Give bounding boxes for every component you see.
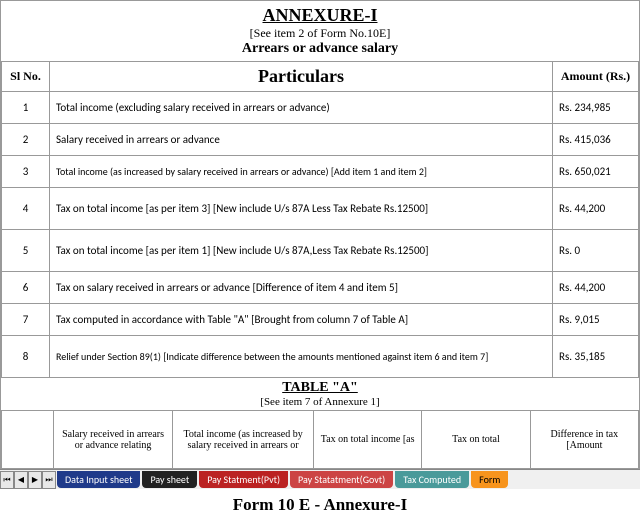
col-particulars: Particulars — [50, 62, 553, 92]
tab-data-input[interactable]: Data Input sheet — [57, 471, 140, 488]
tab-pay-govt[interactable]: Pay Statatment(Govt) — [290, 471, 393, 488]
tablea-col-diff: Difference in tax [Amount — [530, 411, 638, 469]
particulars-table: Sl No. Particulars Amount (Rs.) 1Total i… — [1, 61, 639, 378]
table-row: 8Relief under Section 89(1) [Indicate di… — [2, 336, 639, 378]
table-row: 3Total income (as increased by salary re… — [2, 156, 639, 188]
sheet-tabs-bar: ⏮ ◀ ▶ ⏭ Data Input sheet Pay sheet Pay S… — [0, 469, 640, 489]
tab-pay-pvt[interactable]: Pay Statment(Pvt) — [199, 471, 288, 488]
tablea-col-total: Total income (as increased by salary rec… — [173, 411, 314, 469]
tab-tax-computed[interactable]: Tax Computed — [395, 471, 469, 488]
subtitle-2: Arrears or advance salary — [1, 41, 639, 57]
table-header-row: Sl No. Particulars Amount (Rs.) — [2, 62, 639, 92]
col-amount: Amount (Rs.) — [553, 62, 639, 92]
col-slno: Sl No. — [2, 62, 50, 92]
tablea-col-tax2: Tax on total — [422, 411, 530, 469]
table-a: Salary received in arrears or advance re… — [1, 410, 639, 469]
annexure-header: ANNEXURE-I [See item 2 of Form No.10E] A… — [1, 1, 639, 61]
tablea-col-salary: Salary received in arrears or advance re… — [54, 411, 173, 469]
tab-pay-sheet[interactable]: Pay sheet — [142, 471, 197, 488]
tablea-header: TABLE "A" [See item 7 of Annexure 1] — [1, 378, 639, 410]
table-row: 1Total income (excluding salary received… — [2, 92, 639, 124]
nav-next-icon[interactable]: ▶ — [28, 471, 42, 489]
nav-last-icon[interactable]: ⏭ — [42, 471, 56, 489]
footer-title: Form 10 E - Annexure-I — [0, 489, 640, 521]
table-row: 5Tax on total income [as per item 1] [Ne… — [2, 230, 639, 272]
tablea-subtitle: [See item 7 of Annexure 1] — [1, 396, 639, 408]
tablea-title: TABLE "A" — [1, 380, 639, 396]
table-row: 7Tax computed in accordance with Table "… — [2, 304, 639, 336]
nav-first-icon[interactable]: ⏮ — [0, 471, 14, 489]
table-row: 4Tax on total income [as per item 3] [Ne… — [2, 188, 639, 230]
tab-form[interactable]: Form — [471, 471, 508, 488]
tablea-col-tax1: Tax on total income [as — [313, 411, 421, 469]
subtitle-1: [See item 2 of Form No.10E] — [1, 26, 639, 41]
nav-prev-icon[interactable]: ◀ — [14, 471, 28, 489]
table-row: 6Tax on salary received in arrears or ad… — [2, 272, 639, 304]
tablea-col-empty — [2, 411, 54, 469]
title-main: ANNEXURE-I — [1, 5, 639, 26]
table-row: 2Salary received in arrears or advanceRs… — [2, 124, 639, 156]
tablea-header-row: Salary received in arrears or advance re… — [2, 411, 639, 469]
